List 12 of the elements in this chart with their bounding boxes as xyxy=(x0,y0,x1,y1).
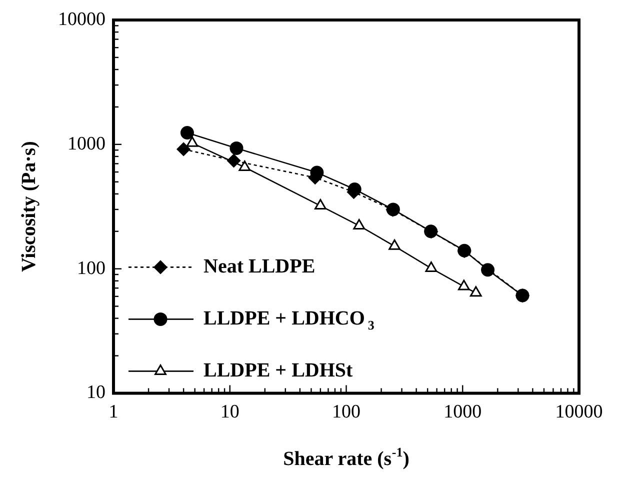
x-tick-label: 1000 xyxy=(444,402,482,423)
x-tick-label: 100 xyxy=(332,402,360,423)
y-tick-label: 100 xyxy=(77,258,106,279)
y-axis-title: Viscosity (Pa·s) xyxy=(18,141,40,272)
x-tick-label: 10 xyxy=(220,402,240,423)
x-tick-label: 1 xyxy=(108,402,118,423)
y-tick-label: 10000 xyxy=(58,8,106,30)
legend-label: LLDPE + LDHSt xyxy=(204,359,354,382)
y-tick-label: 1000 xyxy=(68,133,106,154)
x-tick-label: 10000 xyxy=(555,402,603,423)
y-tick-label: 10 xyxy=(86,382,106,404)
legend-label: Neat LLDPE xyxy=(204,255,316,278)
